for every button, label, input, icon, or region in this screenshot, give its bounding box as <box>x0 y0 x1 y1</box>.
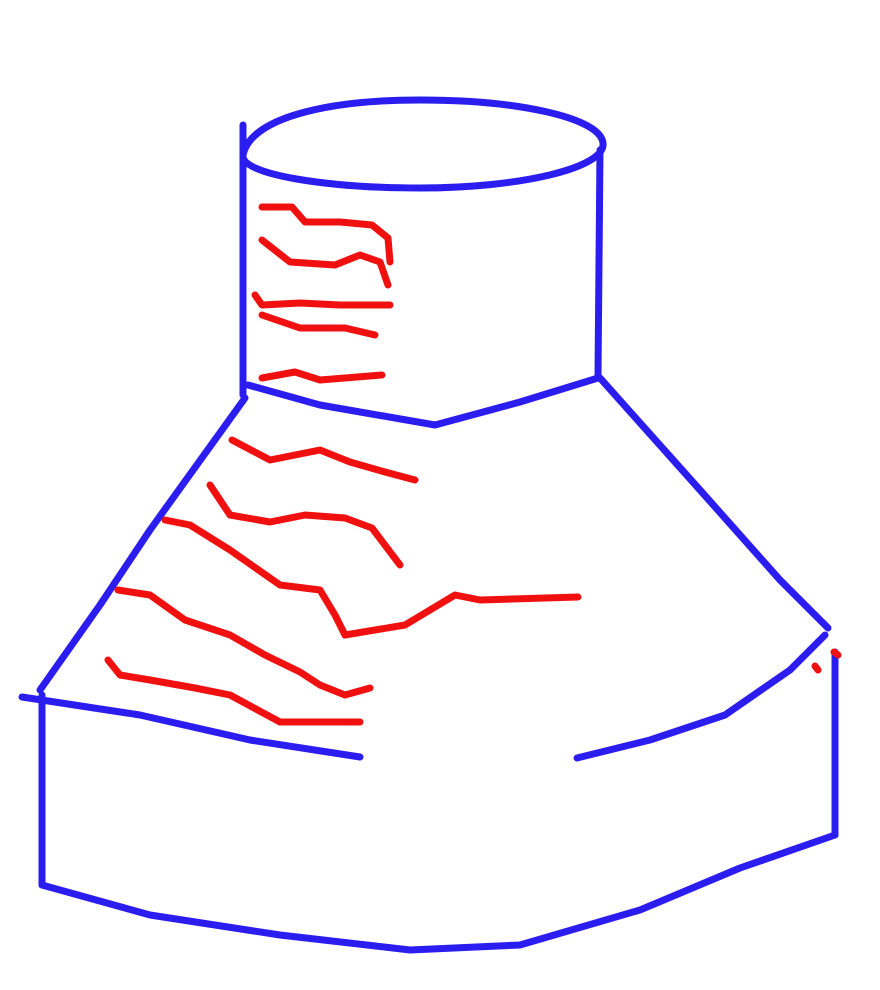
hatch-stroke <box>258 236 392 289</box>
hatch-stroke <box>258 311 379 339</box>
base-bottom-curve <box>38 831 839 954</box>
object-outline <box>18 96 839 954</box>
cylinder-bottom-curve <box>244 374 602 429</box>
hatch-stroke <box>104 656 364 726</box>
shading-strokes <box>104 203 842 726</box>
frustum-left-edge <box>36 394 249 694</box>
hatch-stroke <box>251 291 394 309</box>
frustum-right-edge <box>596 374 832 632</box>
hatch-stroke <box>206 481 404 569</box>
hatch-stroke <box>258 368 386 384</box>
hatch-stroke <box>114 586 374 699</box>
cylinder-right-edge <box>594 146 604 379</box>
hatch-stroke <box>161 516 582 639</box>
frustum-bottom-right <box>573 631 829 762</box>
frustum-bottom-left <box>18 693 364 761</box>
hatch-stroke <box>228 436 419 484</box>
hatch-mark <box>830 648 842 659</box>
hatch-mark <box>811 662 822 674</box>
top-ellipse <box>239 96 607 192</box>
hatch-stroke <box>258 203 394 266</box>
